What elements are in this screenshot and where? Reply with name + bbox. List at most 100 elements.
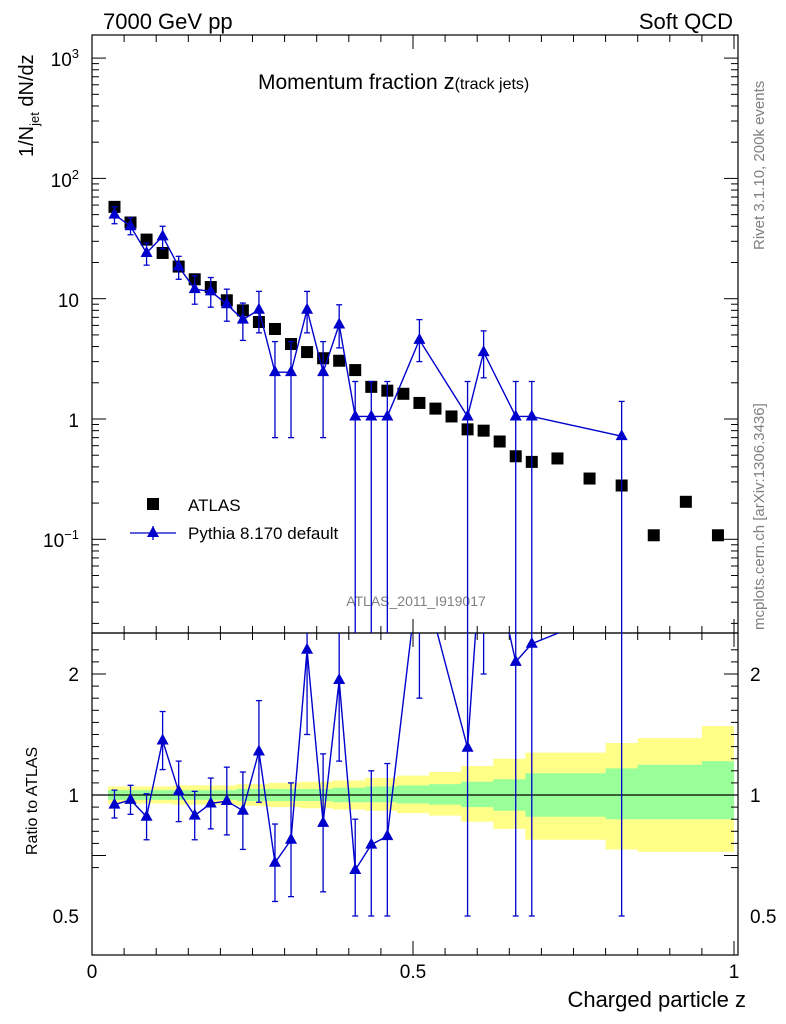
pythia-data-point — [509, 409, 522, 421]
pythia-data-point — [220, 297, 233, 309]
pythia-data-point — [124, 219, 137, 231]
atlas-data-point — [301, 346, 314, 359]
pythia-data-point — [349, 409, 362, 421]
plot-title: Momentum fraction z(track jets) — [258, 69, 529, 94]
pythia-ratio-point — [333, 673, 346, 685]
legend-pythia-marker — [147, 526, 159, 537]
pythia-ratio-point — [365, 837, 378, 849]
ratio-tick-label-2-right: 2 — [750, 665, 761, 686]
header-collision: 7000 GeV pp — [103, 9, 233, 34]
pythia-ratio-point — [461, 740, 474, 752]
main-plot-frame — [91, 34, 739, 634]
pythia-ratio-line — [114, 633, 561, 873]
pythia-data-point — [333, 317, 346, 329]
x-tick-label-0.5: 0.5 — [400, 962, 426, 983]
pythia-ratio-point — [509, 654, 522, 666]
y-axis-label: 1/Njet dN/dz — [16, 54, 42, 157]
pythia-data-point — [204, 284, 217, 296]
atlas-data-point — [333, 354, 346, 367]
ratio-plot-frame — [91, 632, 739, 956]
pythia-ratio-point — [252, 744, 265, 756]
rivet-version-text: Rivet 3.1.10, 200k events — [751, 81, 768, 250]
ratio-tick-label-2: 2 — [68, 665, 79, 686]
legend-pythia-label: Pythia 8.170 default — [188, 524, 339, 543]
y-tick-label-0.1: 10−1 — [43, 527, 79, 552]
ratio-y-axis-label: Ratio to ATLAS — [24, 747, 41, 855]
pythia-data-point — [413, 332, 426, 344]
y-tick-label-1: 1 — [68, 411, 79, 432]
ratio-tick-label-1-right: 1 — [750, 786, 761, 807]
pythia-data-point — [140, 245, 153, 257]
pythia-ratio-point — [301, 642, 314, 654]
pythia-ratio-point — [220, 794, 233, 806]
pythia-ratio-point — [381, 829, 394, 841]
pythia-ratio-point — [478, 510, 490, 521]
pythia-ratio-point — [204, 796, 217, 808]
plot-title-main: Momentum fraction — [258, 71, 444, 94]
atlas-data-point — [429, 402, 442, 415]
atlas-data-point — [397, 387, 410, 400]
data-marks — [108, 200, 724, 917]
atlas-data-point — [477, 424, 490, 437]
pythia-ratio-point — [525, 636, 538, 648]
y-tick-1000-exp: 3 — [72, 46, 79, 61]
pythia-ratio-point — [317, 815, 330, 827]
y-tick-label-1000: 103 — [51, 46, 79, 71]
y-tick-1000-base: 10 — [51, 50, 72, 71]
y-tick-0.1-exp: −1 — [64, 527, 79, 542]
pythia-ratio-point — [108, 797, 121, 809]
pythia-data-point — [365, 409, 378, 421]
ratio-tick-label-1: 1 — [68, 786, 79, 807]
pythia-data-point — [525, 409, 538, 421]
atlas-data-point — [679, 495, 692, 508]
pythia-ratio-point — [188, 808, 201, 820]
pythia-data-point — [172, 259, 185, 271]
pythia-data-point — [108, 207, 121, 219]
atlas-data-point — [156, 246, 169, 259]
ratio-tick-label-0.5: 0.5 — [53, 907, 79, 928]
ratio-marks — [108, 510, 625, 917]
pythia-ratio-point — [268, 855, 281, 867]
pythia-data-point — [285, 365, 298, 377]
y-tick-0.1-base: 10 — [43, 531, 64, 552]
pythia-ratio-point — [140, 809, 153, 821]
y-tick-label-100: 102 — [51, 167, 79, 192]
pythia-data-point — [301, 302, 314, 314]
legend-atlas-label: ATLAS — [188, 496, 241, 515]
pythia-line — [114, 214, 622, 437]
ratio-uncertainty-bands — [92, 726, 738, 852]
atlas-data-point — [349, 364, 362, 377]
x-axis-label: Charged particle z — [567, 987, 746, 1012]
pythia-data-point — [188, 282, 201, 294]
x-tick-label-1: 1 — [729, 962, 740, 983]
y-axis-label-sub: jet — [27, 112, 42, 127]
legend-atlas-marker — [147, 498, 159, 510]
atlas-data-point — [551, 452, 564, 465]
atlas-data-point — [493, 435, 506, 448]
plot-title-sub: (track jets) — [455, 76, 530, 93]
pythia-ratio-point — [172, 784, 185, 796]
pythia-ratio-point — [349, 863, 362, 875]
pythia-ratio-point — [285, 832, 298, 844]
pythia-data-point — [615, 429, 628, 441]
pythia-data-point — [252, 302, 265, 314]
y-axis-label-main: 1/N — [16, 126, 38, 157]
pythia-data-point — [381, 409, 394, 421]
ratio-band-inner — [108, 761, 735, 820]
y-tick-100-exp: 2 — [72, 167, 79, 182]
atlas-data-point — [268, 322, 281, 335]
atlas-data-point — [711, 529, 724, 542]
ratio-tick-label-0.5-right: 0.5 — [750, 907, 776, 928]
pythia-data-point — [317, 365, 330, 377]
pythia-data-point — [236, 312, 249, 324]
pythia-ratio-point — [156, 733, 169, 745]
pythia-data-point — [461, 409, 474, 421]
analysis-id-label: ATLAS_2011_I919017 — [346, 593, 486, 609]
y-tick-label-10: 10 — [58, 291, 79, 312]
mcplots-reference-text: mcplots.cern.ch [arXiv:1306.3436] — [751, 403, 768, 630]
y-tick-100-base: 10 — [51, 171, 72, 192]
pythia-data-point — [268, 365, 281, 377]
plot-title-z: z — [444, 69, 455, 94]
atlas-data-point — [583, 472, 596, 485]
